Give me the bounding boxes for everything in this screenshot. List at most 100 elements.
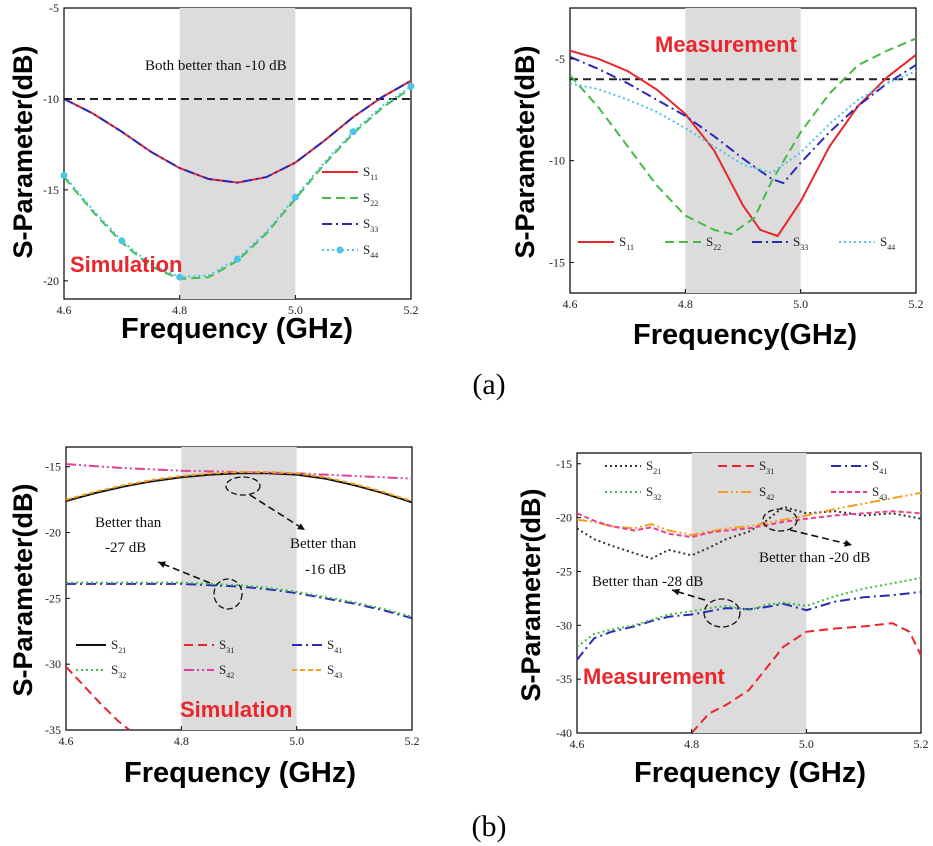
y-axis-label: S-Parameter(dB) (510, 45, 540, 258)
legend-label: S41 (872, 458, 887, 476)
legend-subscript: 32 (118, 671, 126, 680)
legend-subscript: 31 (226, 646, 234, 655)
y-tick-label: -10 (43, 92, 59, 106)
x-tick-label: 5.2 (914, 737, 929, 751)
legend-subscript: 33 (800, 243, 808, 252)
arrow-head (297, 523, 305, 530)
plot-area: 4.6 4.8 5.0 5.2 -5 -10 -15 -20 S11 S22 S33 S44 (43, 1, 419, 317)
x-axis-label: Frequency (GHz) (634, 757, 866, 789)
annotation: Better than -28 dB (592, 574, 703, 590)
x-tick-label: 5.2 (909, 297, 924, 311)
annotation-ellipse (703, 598, 741, 628)
legend-subscript: 43 (334, 671, 342, 680)
y-tick-label: -20 (43, 274, 59, 288)
legend-subscript: 31 (766, 467, 774, 476)
annotation: -16 dB (305, 562, 346, 578)
legend-label: S43 (327, 662, 342, 680)
highlight-band (179, 8, 296, 299)
legend-label: S21 (111, 637, 126, 655)
series-line-s43 (577, 510, 921, 539)
series-line-s42 (577, 491, 921, 536)
annotation-ellipse (762, 508, 798, 532)
annotation: Better than (290, 536, 357, 552)
x-axis-label: Frequency (GHz) (124, 757, 356, 789)
legend-subscript: 21 (118, 646, 126, 655)
x-tick-label: 4.8 (678, 297, 693, 311)
legend-label: S11 (363, 164, 378, 182)
x-tick-label: 4.8 (172, 303, 187, 317)
y-tick-label: -15 (43, 183, 59, 197)
highlight-band (685, 8, 801, 293)
series-line-s44 (570, 70, 916, 174)
series-line-s33 (570, 55, 916, 185)
arrow-head (672, 588, 680, 596)
x-tick-label: 5.0 (289, 734, 304, 748)
series-line-s31 (66, 666, 131, 730)
legend-subscript: 42 (766, 493, 774, 502)
legend-label: S44 (363, 242, 378, 260)
y-tick-label: -15 (549, 255, 565, 269)
legend-subscript: 42 (226, 671, 234, 680)
data-point (349, 128, 357, 136)
x-tick-label: 4.6 (59, 734, 74, 748)
data-point (291, 193, 299, 201)
series-line-s33 (64, 79, 411, 184)
legend-label: S21 (646, 458, 661, 476)
x-tick-label: 5.0 (288, 303, 303, 317)
y-tick-label: -10 (549, 154, 565, 168)
annotation: Better than -20 dB (759, 550, 870, 566)
chart-a-simulation: 4.6 4.8 5.0 5.2 -5 -10 -15 -20 S11 S22 S33 S44 Both… (8, 1, 419, 345)
y-tick-label: -30 (556, 618, 572, 632)
legend-subscript: 11 (370, 173, 378, 182)
x-axis-label: Frequency (GHz) (121, 313, 353, 345)
series-line-s41 (66, 582, 412, 620)
y-tick-label: -5 (555, 52, 565, 66)
mode-label: Measurement (655, 32, 798, 57)
annotation: Better than (95, 515, 162, 531)
legend-label: S44 (880, 234, 895, 252)
series-line-s41 (577, 590, 921, 661)
legend-label: S22 (363, 190, 378, 208)
data-point (407, 82, 415, 90)
legend-subscript: 32 (653, 493, 661, 502)
y-tick-label: -25 (45, 591, 61, 605)
y-axis-label: S-Parameter(dB) (516, 488, 546, 701)
highlight-band (691, 453, 807, 733)
y-tick-label: -15 (45, 460, 61, 474)
legend-subscript: 44 (370, 251, 378, 260)
legend-subscript: 21 (653, 467, 661, 476)
legend-subscript: 43 (879, 493, 887, 502)
annotation-ellipse (213, 578, 243, 610)
y-axis-label: S-Parameter(dB) (8, 45, 38, 258)
data-point (176, 273, 184, 281)
x-tick-label: 4.6 (570, 737, 585, 751)
highlight-band (181, 447, 297, 730)
panel-label-b: (b) (472, 810, 507, 843)
series-line-s21 (577, 505, 921, 560)
arrow-head (844, 539, 852, 547)
legend-subscript: 44 (887, 243, 895, 252)
y-tick-label: -20 (45, 526, 61, 540)
annotation: -27 dB (105, 540, 146, 556)
legend-subscript: 33 (370, 225, 378, 234)
x-tick-label: 5.0 (793, 297, 808, 311)
y-tick-label: -15 (556, 457, 572, 471)
legend-label: S43 (872, 484, 887, 502)
data-point (118, 237, 126, 245)
legend-label: S32 (646, 484, 661, 502)
series-line-s11 (570, 49, 916, 238)
legend-subscript: 22 (713, 243, 721, 252)
y-axis-label: S-Parameter(dB) (8, 483, 38, 696)
y-tick-label: -20 (556, 511, 572, 525)
mode-label: Simulation (180, 697, 292, 722)
panel-label-a: (a) (472, 368, 505, 401)
annotation: Both better than -10 dB (145, 58, 287, 74)
series-line-s22 (570, 37, 916, 236)
y-tick-label: -35 (556, 672, 572, 686)
